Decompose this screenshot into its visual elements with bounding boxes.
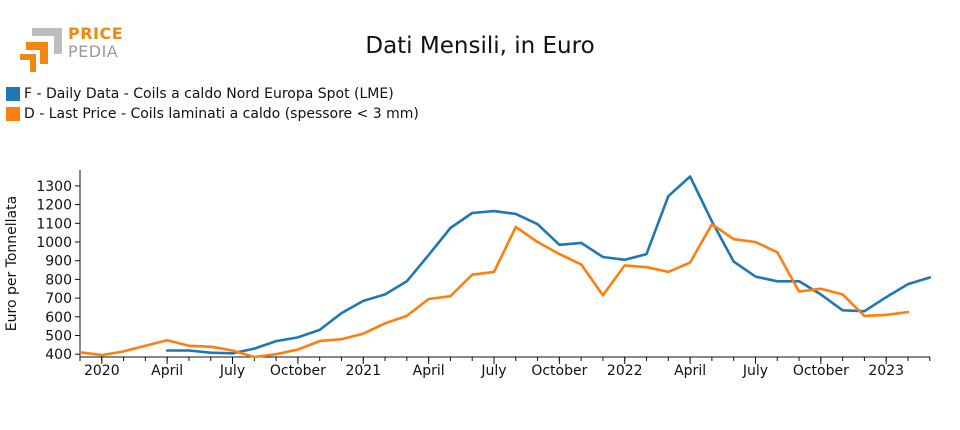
legend-item-series-d[interactable]: D - Last Price - Coils laminati a caldo … [6, 104, 419, 124]
x-tick-label: 2021 [345, 363, 381, 379]
series-line-f[interactable] [165, 175, 932, 355]
chart-title: Dati Mensili, in Euro [365, 33, 595, 59]
x-tick-label: April [151, 363, 183, 379]
y-tick-label: 700 [45, 291, 72, 307]
series-line-d[interactable] [78, 222, 910, 359]
x-tick-label: July [219, 363, 245, 379]
x-axis: 2020 April July October 2021 April July October… [79, 356, 931, 379]
x-tick-label: October [270, 363, 326, 379]
legend-swatch-series-d [6, 107, 20, 121]
y-tick-label: 600 [45, 310, 72, 326]
legend-swatch-series-f [6, 87, 20, 101]
y-tick-label: 1100 [36, 216, 72, 232]
x-tick-label: 2020 [84, 363, 120, 379]
x-tick-label: October [531, 363, 587, 379]
legend-label-series-f: F - Daily Data - Coils a caldo Nord Euro… [24, 86, 394, 102]
y-tick-label: 500 [45, 328, 72, 344]
legend-label-series-d: D - Last Price - Coils laminati a caldo … [24, 106, 419, 122]
x-tick-label: July [742, 363, 768, 379]
legend-item-series-f[interactable]: F - Daily Data - Coils a caldo Nord Euro… [6, 84, 419, 104]
y-tick-label: 1000 [36, 235, 72, 251]
y-tick-label: 1200 [36, 198, 72, 214]
logo-mark-icon [20, 28, 62, 72]
y-tick-label: 900 [45, 254, 72, 270]
y-tick-label: 400 [45, 347, 72, 363]
x-tick-label: April [674, 363, 706, 379]
x-tick-label: April [413, 363, 445, 379]
logo-text-price: PRICE [68, 24, 124, 43]
x-tick-label: 2023 [868, 363, 904, 379]
y-axis: 400 500 600 700 800 900 1000 1100 1200 1300 [36, 170, 81, 363]
logo-text-pedia: PEDIA [68, 42, 119, 61]
x-tick-label: July [480, 363, 506, 379]
x-tick-label: October [793, 363, 849, 379]
y-tick-label: 1300 [36, 179, 72, 195]
series-layer [78, 175, 932, 359]
pricepedia-logo: PRICE PEDIA [18, 24, 128, 74]
y-tick-label: 800 [45, 272, 72, 288]
x-tick-label: 2022 [607, 363, 643, 379]
y-axis-title: Euro per Tonnellata [4, 196, 20, 331]
chart-legend: F - Daily Data - Coils a caldo Nord Euro… [6, 84, 419, 124]
